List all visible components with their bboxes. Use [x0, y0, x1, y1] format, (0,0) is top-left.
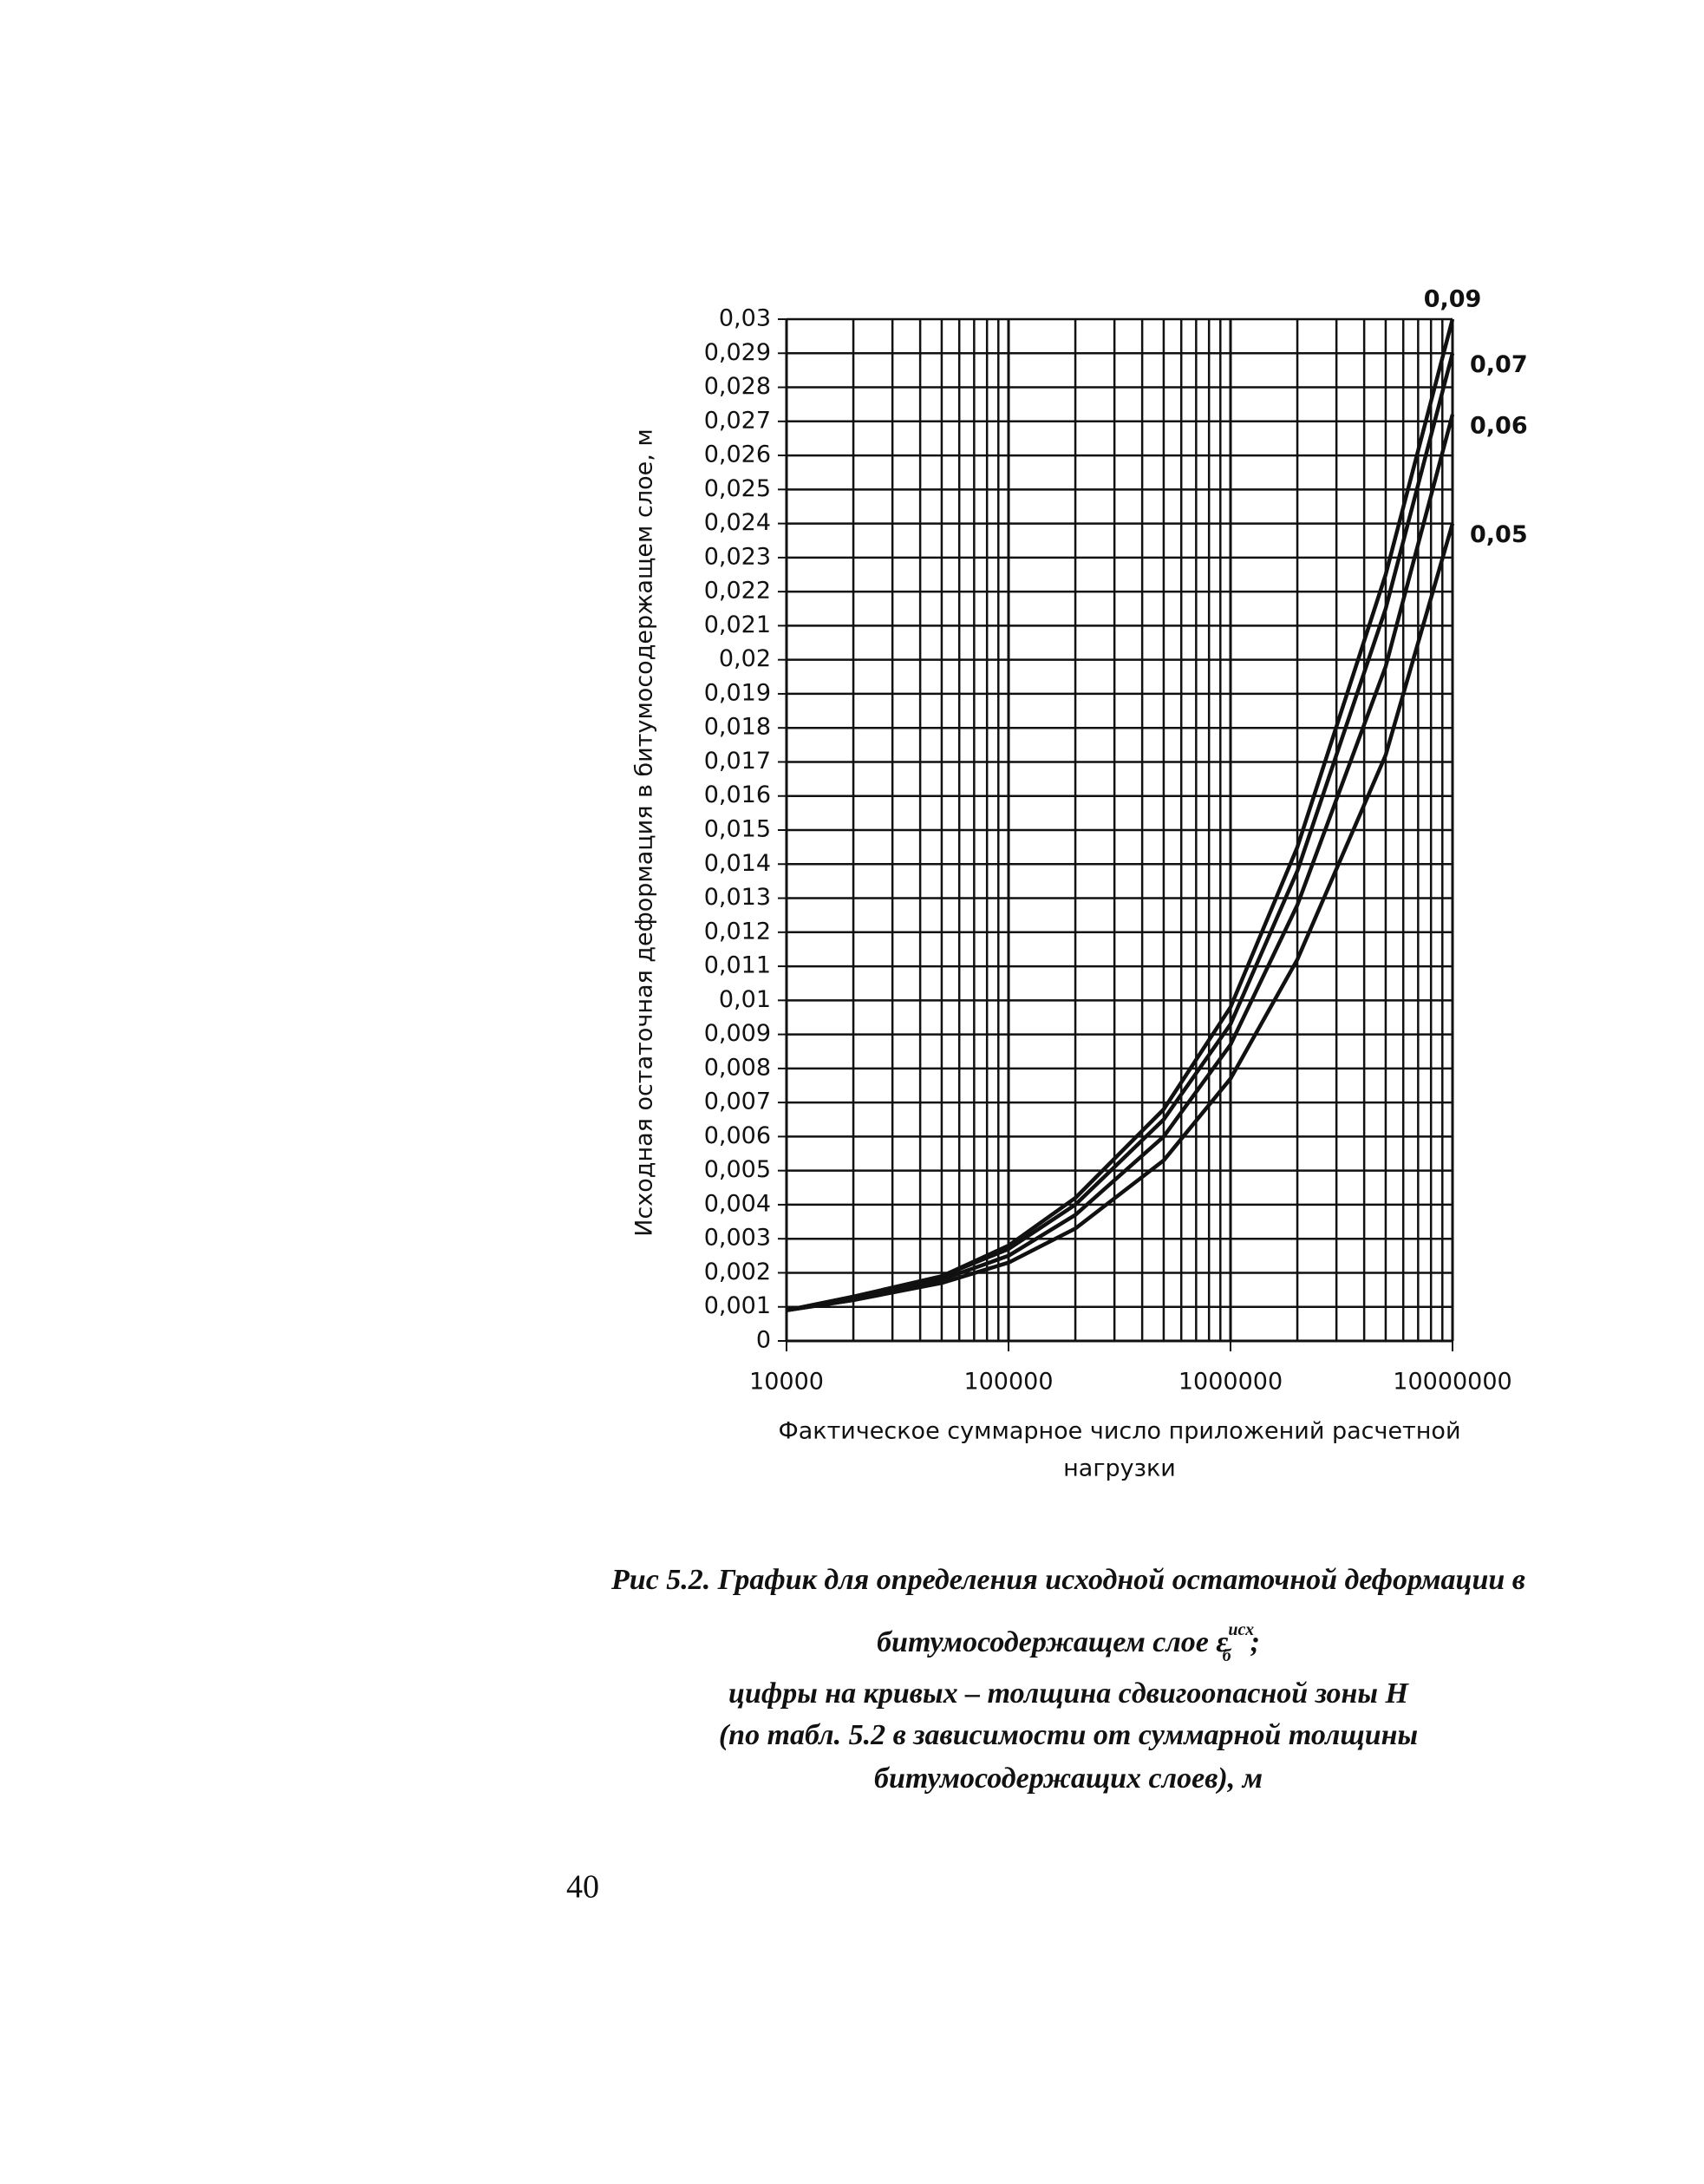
curve-label: 0,05 — [1470, 521, 1528, 548]
y-tick-label: 0,026 — [704, 441, 771, 468]
y-tick-label: 0,028 — [704, 373, 771, 400]
y-tick-label: 0,014 — [704, 850, 771, 877]
caption-sup: исх — [1228, 1620, 1254, 1639]
page-number: 40 — [566, 1869, 599, 1906]
caption: битумосодержащих слоев), м — [874, 1762, 1263, 1795]
curve-label: 0,06 — [1470, 412, 1528, 439]
y-tick-label: 0,002 — [704, 1259, 771, 1285]
y-tick-label: 0,03 — [719, 305, 771, 332]
caption: цифры на кривых – толщина сдвигоопасной … — [728, 1677, 1409, 1710]
curve — [786, 414, 1455, 1312]
y-tick-label: 0,023 — [704, 543, 771, 570]
y-tick-label: 0,005 — [704, 1156, 771, 1183]
y-tick-label: 0,024 — [704, 509, 771, 536]
y-tick-label: 0,029 — [704, 339, 771, 366]
x-axis-title: нагрузки — [1063, 1455, 1176, 1482]
caption-sub: б — [1223, 1646, 1232, 1665]
x-tick-label: 1000000 — [1178, 1369, 1283, 1396]
y-tick-label: 0,007 — [704, 1089, 771, 1115]
y-tick-label: 0,004 — [704, 1190, 771, 1217]
y-tick-label: 0,012 — [704, 918, 771, 945]
y-tick-label: 0,01 — [719, 986, 771, 1013]
y-tick-label: 0,027 — [704, 407, 771, 434]
y-tick-label: 0,019 — [704, 679, 771, 706]
y-tick-label: 0,011 — [704, 952, 771, 979]
y-tick-label: 0,016 — [704, 781, 771, 808]
y-tick-label: 0,001 — [704, 1292, 771, 1319]
x-tick-label: 10000 — [749, 1369, 824, 1396]
y-tick-label: 0,008 — [704, 1054, 771, 1081]
x-axis-title: Фактическое суммарное число приложений р… — [778, 1418, 1460, 1445]
y-tick-label: 0,013 — [704, 884, 771, 911]
caption: битумосодержащем слое εисх б; — [877, 1620, 1260, 1665]
caption-text: битумосодержащем слое — [877, 1626, 1209, 1658]
caption: Рис 5.2. График для определения исходной… — [610, 1564, 1525, 1596]
y-tick-label: 0,015 — [704, 816, 771, 843]
caption-end: ; — [1250, 1626, 1260, 1658]
y-tick-label: 0,022 — [704, 578, 771, 605]
caption-symbol: ε — [1216, 1626, 1228, 1658]
y-tick-label: 0,006 — [704, 1122, 771, 1149]
y-tick-label: 0,021 — [704, 611, 771, 638]
x-tick-label: 10000000 — [1393, 1369, 1511, 1396]
y-tick-label: 0 — [756, 1327, 771, 1354]
curve-label: 0,09 — [1424, 286, 1482, 313]
y-tick-label: 0,025 — [704, 475, 771, 502]
caption: (по табл. 5.2 в зависимости от суммарной… — [719, 1719, 1418, 1751]
curve — [786, 522, 1455, 1312]
y-tick-label: 0,017 — [704, 748, 771, 775]
y-tick-label: 0,003 — [704, 1225, 771, 1252]
x-tick-label: 100000 — [963, 1369, 1053, 1396]
y-tick-label: 0,009 — [704, 1020, 771, 1047]
y-axis-title: Исходная остаточная деформация в битумос… — [631, 428, 658, 1236]
curve — [786, 352, 1455, 1312]
y-tick-label: 0,02 — [719, 645, 771, 672]
y-tick-label: 0,018 — [704, 714, 771, 741]
curve-label: 0,07 — [1470, 351, 1528, 378]
